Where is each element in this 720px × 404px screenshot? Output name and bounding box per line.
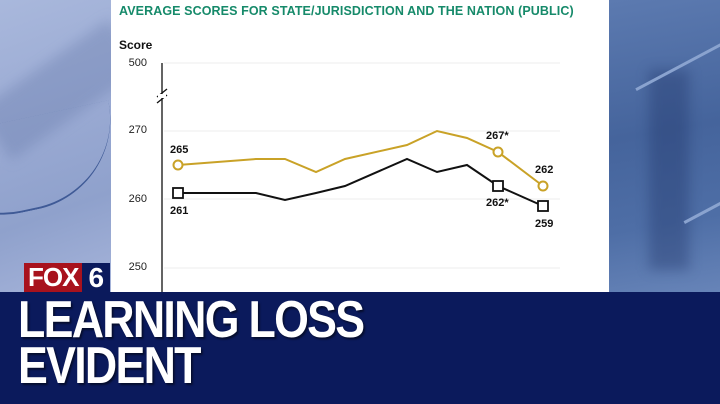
y-tick-250: 250 — [128, 261, 147, 273]
marker-nation-first — [172, 187, 184, 199]
marker-state-2019 — [492, 146, 504, 158]
label-nation-2019: 262* — [486, 197, 509, 209]
label-state-first: 265 — [170, 144, 188, 156]
y-axis-label: Score — [119, 38, 153, 52]
label-nation-last: 259 — [535, 218, 553, 230]
chart-panel: AVERAGE SCORES FOR STATE/JURISDICTION AN… — [111, 0, 609, 292]
gridlines — [164, 62, 560, 269]
lower-third-banner: LEARNING LOSS EVIDENT — [0, 292, 720, 404]
label-nation-first: 261 — [170, 205, 188, 217]
series-state-line — [177, 129, 544, 187]
marker-state-last — [537, 180, 549, 192]
headline-line-2: EVIDENT — [18, 337, 202, 395]
label-state-last: 262 — [535, 164, 553, 176]
y-tick-260: 260 — [128, 193, 147, 205]
chart-title: AVERAGE SCORES FOR STATE/JURISDICTION AN… — [119, 4, 574, 18]
marker-nation-last — [537, 200, 549, 212]
background-left — [0, 0, 112, 292]
axis-break-icon — [156, 88, 168, 104]
headline-line-1: LEARNING LOSS — [18, 291, 365, 349]
station-logo: FOX 6 — [24, 263, 111, 292]
line-chart: 265 261 267* 262* 262 259 — [156, 62, 560, 292]
logo-channel: 6 — [82, 263, 111, 292]
marker-nation-2019 — [492, 180, 504, 192]
logo-brand: FOX — [24, 263, 83, 292]
marker-state-first — [172, 159, 184, 171]
series-nation-line — [178, 157, 544, 207]
y-tick-270: 270 — [128, 124, 147, 136]
y-tick-500: 500 — [128, 57, 147, 69]
label-state-2019: 267* — [486, 130, 509, 142]
background-right — [609, 0, 720, 292]
